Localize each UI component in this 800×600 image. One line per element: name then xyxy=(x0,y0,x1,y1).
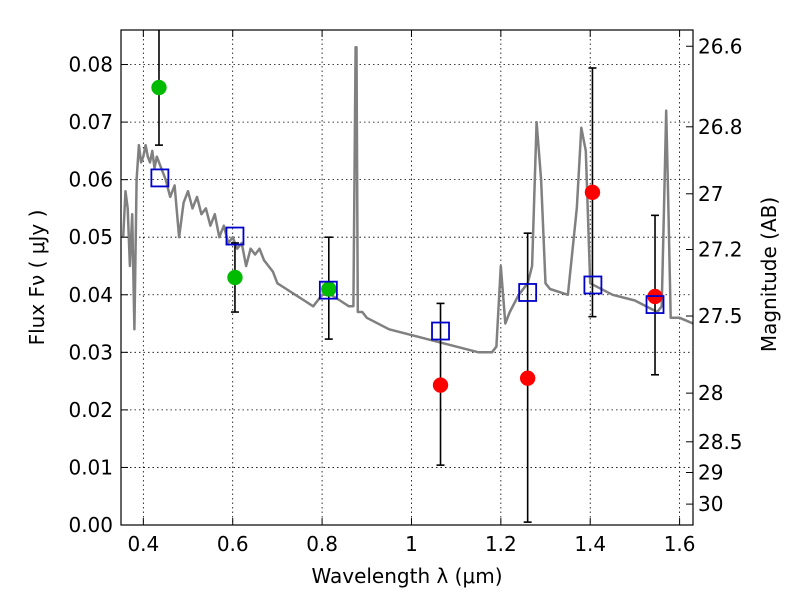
right-tick-label: 30 xyxy=(698,492,723,516)
right-tick-label: 26.8 xyxy=(698,115,743,139)
x-axis-title: Wavelength λ (μm) xyxy=(311,564,502,588)
right-tick-label: 28 xyxy=(698,381,723,405)
model-spectrum-line xyxy=(121,46,693,354)
x-tick-label: 0.6 xyxy=(217,532,249,556)
right-tick-label: 28.5 xyxy=(698,430,743,454)
model-point xyxy=(583,275,603,295)
tick-layer: 0.4 0.6 0.8 1 1.2 1.4 1.6 0.00 0.01 0.02 0.03 0.04 0… xyxy=(68,30,743,556)
x-tick-label: 0.8 xyxy=(306,532,338,556)
right-tick-label: 27 xyxy=(698,182,723,206)
y-tick-label: 0.07 xyxy=(68,110,113,134)
model-point xyxy=(150,168,170,188)
right-tick-label: 27.5 xyxy=(698,304,743,328)
x-tick-label: 0.4 xyxy=(127,532,159,556)
right-axis-title: Magnitude (AB) xyxy=(757,197,781,352)
model-point xyxy=(645,295,665,314)
model-point xyxy=(518,283,538,302)
x-tick-label: 1.6 xyxy=(664,532,696,556)
y-axis-title: Flux Fν ( μJy ) xyxy=(25,210,49,346)
data-point xyxy=(584,184,601,201)
right-tick-label: 26.6 xyxy=(698,34,743,58)
y-tick-label: 0.00 xyxy=(68,513,113,537)
spectrum-layer xyxy=(121,46,693,354)
model-point xyxy=(318,280,338,300)
x-tick-label: 1.4 xyxy=(574,532,606,556)
y-tick-label: 0.04 xyxy=(68,283,113,307)
marker-layer xyxy=(150,79,665,393)
plot-frame xyxy=(120,29,694,526)
y-tick-label: 0.02 xyxy=(68,398,113,422)
model-point xyxy=(431,321,450,341)
right-tick-label: 29 xyxy=(698,461,723,485)
x-tick-label: 1.2 xyxy=(485,532,517,556)
model-point xyxy=(225,226,245,246)
x-tick-label: 1 xyxy=(405,532,418,556)
data-point xyxy=(519,370,536,386)
right-tick-label: 27.2 xyxy=(698,238,743,262)
y-tick-label: 0.01 xyxy=(68,455,113,479)
y-tick-label: 0.03 xyxy=(68,340,113,364)
data-point xyxy=(227,269,243,286)
data-point xyxy=(432,377,449,393)
data-point xyxy=(151,79,167,96)
y-tick-label: 0.05 xyxy=(68,225,113,249)
y-tick-label: 0.06 xyxy=(68,168,113,192)
data-point xyxy=(321,281,337,297)
grid-layer xyxy=(121,30,693,526)
y-tick-label: 0.08 xyxy=(68,53,113,77)
